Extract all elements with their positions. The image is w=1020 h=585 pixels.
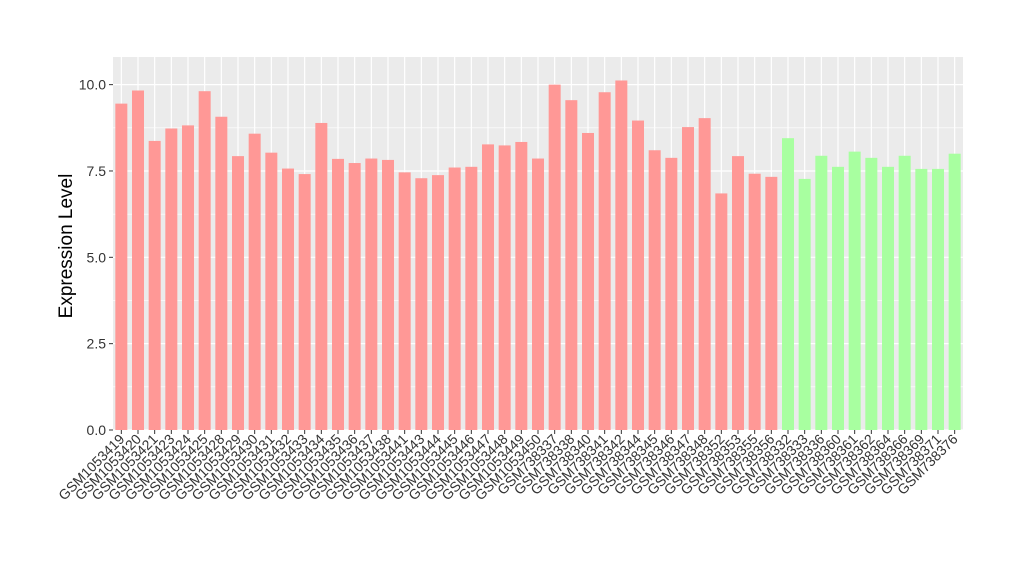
bar: [165, 128, 178, 430]
bar: [432, 175, 444, 430]
bars: [115, 80, 961, 431]
bar: [215, 116, 228, 430]
bar: [815, 155, 828, 430]
bar: [898, 155, 911, 430]
bar: [582, 132, 594, 430]
x-axis: GSM1053419GSM1053420GSM1053421GSM1053423…: [55, 430, 961, 503]
bar: [948, 153, 961, 430]
bar: [798, 178, 811, 430]
bar: [732, 156, 744, 431]
bar: [382, 159, 394, 431]
bar: [648, 150, 661, 430]
bar: [615, 80, 628, 431]
bar: [698, 118, 711, 430]
bar: [548, 84, 561, 430]
bar: [282, 168, 294, 430]
bar: [132, 90, 144, 431]
bar: [665, 157, 678, 430]
y-tick-label: 2.5: [87, 336, 107, 352]
bar: [915, 168, 928, 430]
bar: [748, 173, 761, 431]
bar: [882, 166, 894, 431]
bar: [248, 133, 261, 430]
bar: [265, 152, 278, 430]
bar: [465, 166, 478, 431]
bar: [865, 157, 878, 430]
bar: [782, 138, 794, 430]
bar: [182, 125, 194, 430]
y-axis: 0.0 2.5 5.0 7.5 10.0: [79, 77, 113, 438]
bar: [932, 168, 944, 430]
bar: [482, 144, 494, 430]
y-tick-label: 7.5: [87, 163, 107, 179]
y-tick-label: 10.0: [79, 77, 106, 93]
bar: [832, 166, 844, 431]
y-tick-label: 0.0: [87, 422, 107, 438]
bar: [682, 127, 694, 431]
bar: [532, 158, 544, 431]
bar: [348, 163, 361, 431]
bar: [198, 91, 211, 431]
bar: [565, 100, 578, 430]
bar: [232, 156, 244, 431]
bar: [332, 158, 344, 430]
bar: [315, 122, 328, 430]
bar: [298, 174, 311, 430]
bar: [365, 158, 378, 431]
y-tick-label: 5.0: [87, 249, 107, 265]
bar: [148, 140, 161, 431]
y-axis-label: Expression Level: [56, 174, 77, 319]
bar: [398, 172, 411, 430]
bar: [848, 151, 861, 431]
bar: [498, 145, 511, 431]
bar: [415, 178, 428, 430]
bar: [448, 167, 461, 430]
bar: [765, 176, 778, 430]
bar: [632, 120, 644, 430]
bar: [715, 193, 728, 430]
bar: [515, 141, 528, 430]
bar: [598, 92, 611, 430]
bar: [115, 103, 128, 430]
